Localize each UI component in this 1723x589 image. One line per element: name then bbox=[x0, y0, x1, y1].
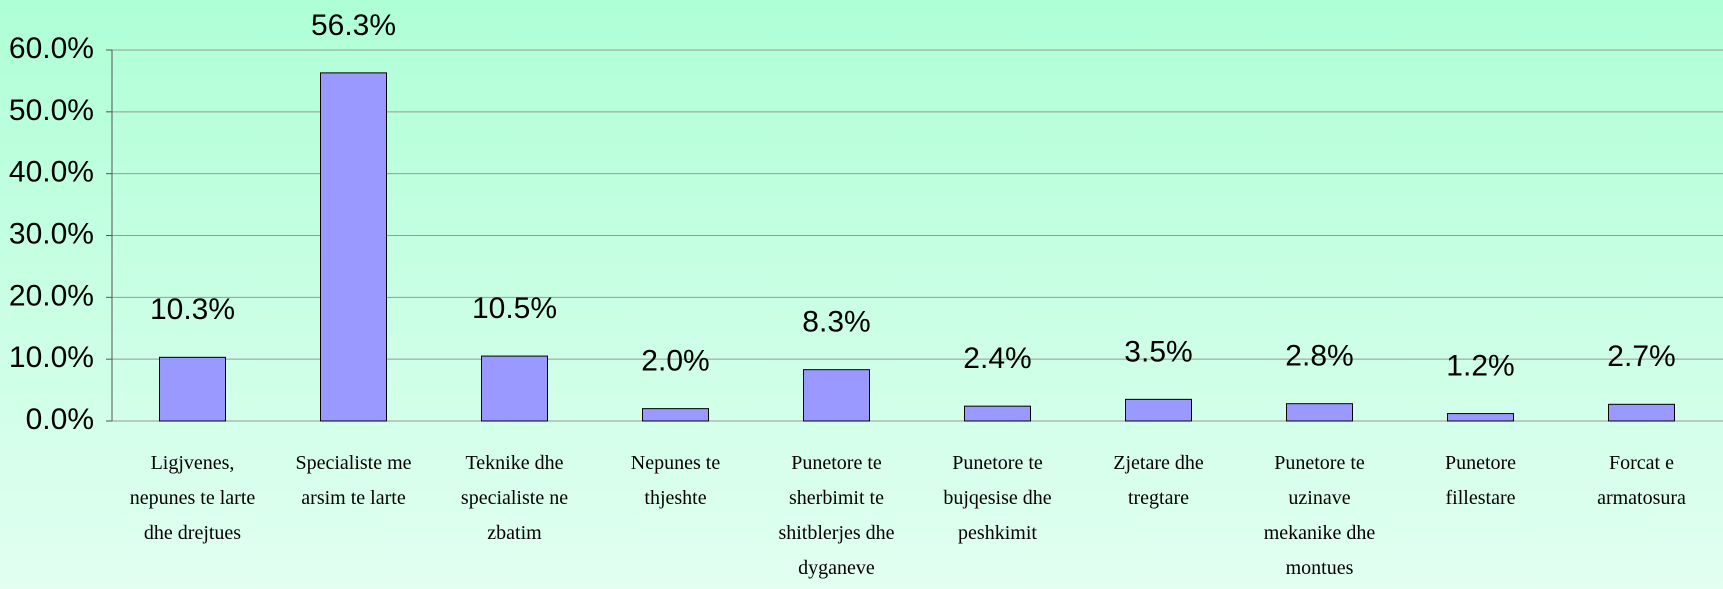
y-tick-label: 0.0% bbox=[26, 403, 94, 436]
bar bbox=[1125, 398, 1192, 422]
data-label: 2.4% bbox=[963, 342, 1031, 375]
bar bbox=[320, 72, 387, 422]
x-tick-label: Zjetare dhe tregtare bbox=[1113, 452, 1204, 509]
y-tick-label: 30.0% bbox=[9, 217, 94, 250]
x-tick-label: Punetore te uzinave mekanike dhe montues bbox=[1263, 452, 1376, 579]
bar bbox=[803, 369, 870, 422]
x-tick-label: Punetore te sherbimit te shitblerjes dhe… bbox=[778, 452, 895, 579]
y-tick-label: 50.0% bbox=[9, 94, 94, 127]
bar bbox=[159, 356, 226, 422]
data-label: 2.0% bbox=[641, 345, 709, 378]
x-tick-label: Punetore te bujqesise dhe peshkimit bbox=[943, 452, 1052, 544]
bar bbox=[481, 355, 548, 422]
data-label: 3.5% bbox=[1124, 335, 1192, 368]
data-label: 10.5% bbox=[472, 292, 557, 325]
data-label: 10.3% bbox=[150, 293, 235, 326]
y-tick-label: 40.0% bbox=[9, 156, 94, 189]
bar bbox=[964, 405, 1031, 422]
x-tick-label: Forcat e armatosura bbox=[1597, 452, 1686, 509]
data-label: 8.3% bbox=[802, 306, 870, 339]
bar bbox=[1286, 403, 1353, 422]
bar bbox=[642, 408, 709, 422]
data-label: 2.7% bbox=[1607, 340, 1675, 373]
x-tick-label: Punetore fillestare bbox=[1444, 452, 1517, 509]
y-tick-label: 60.0% bbox=[9, 32, 94, 65]
data-label: 1.2% bbox=[1446, 350, 1514, 383]
data-label: 56.3% bbox=[311, 9, 396, 42]
x-tick-label: Nepunes te thjeshte bbox=[630, 452, 721, 509]
data-label: 2.8% bbox=[1285, 340, 1353, 373]
bar bbox=[1447, 413, 1514, 422]
x-tick-label: Specialiste me arsim te larte bbox=[295, 452, 412, 509]
x-tick-label: Teknike dhe specialiste ne zbatim bbox=[460, 452, 569, 544]
y-tick-label: 20.0% bbox=[9, 279, 94, 312]
bar bbox=[1608, 403, 1675, 422]
x-tick-label: Ligjvenes, nepunes te larte dhe drejtues bbox=[129, 452, 256, 544]
y-tick-label: 10.0% bbox=[9, 341, 94, 374]
